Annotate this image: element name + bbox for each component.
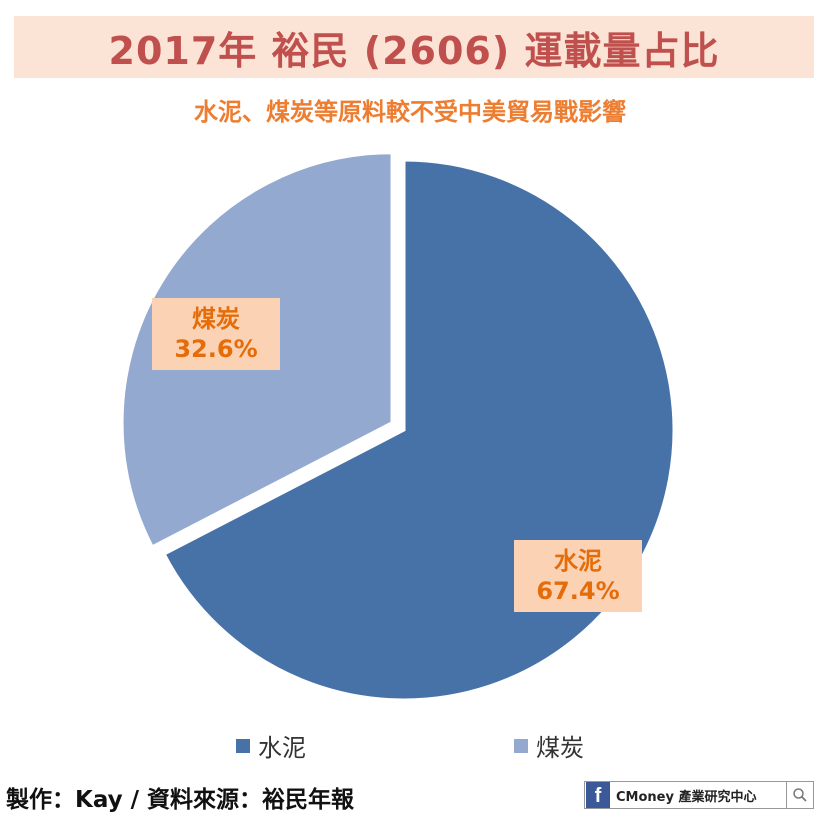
slice-label-cement-name: 水泥 bbox=[554, 547, 602, 575]
legend-label-coal: 煤炭 bbox=[536, 734, 584, 762]
legend-label-cement: 水泥 bbox=[258, 734, 306, 762]
legend-item-coal: 煤炭 bbox=[514, 728, 584, 763]
chart-title: 2017年 裕民 (2606) 運載量占比 bbox=[108, 28, 720, 73]
source-credit: 製作：Kay / 資料來源：裕民年報 bbox=[6, 787, 355, 813]
slice-label-coal-name: 煤炭 bbox=[192, 305, 240, 333]
title-banner: 2017年 裕民 (2606) 運載量占比 bbox=[14, 16, 814, 78]
slice-label-cement-value: 67.4% bbox=[536, 577, 620, 605]
cmoney-brand-badge[interactable]: f CMoney 產業研究中心 bbox=[584, 781, 814, 809]
legend-swatch-cement bbox=[236, 738, 250, 753]
chart-subtitle: 水泥、煤炭等原料較不受中美貿易戰影響 bbox=[194, 98, 626, 126]
slice-label-coal-value: 32.6% bbox=[174, 335, 258, 363]
brand-name: CMoney 產業研究中心 bbox=[616, 789, 757, 805]
legend-item-cement: 水泥 bbox=[236, 728, 306, 763]
slice-label-coal: 煤炭 32.6% bbox=[152, 298, 280, 370]
slice-label-cement: 水泥 67.4% bbox=[514, 540, 642, 612]
search-icon[interactable] bbox=[786, 782, 813, 808]
facebook-icon: f bbox=[586, 782, 610, 808]
legend-swatch-coal bbox=[514, 738, 528, 753]
